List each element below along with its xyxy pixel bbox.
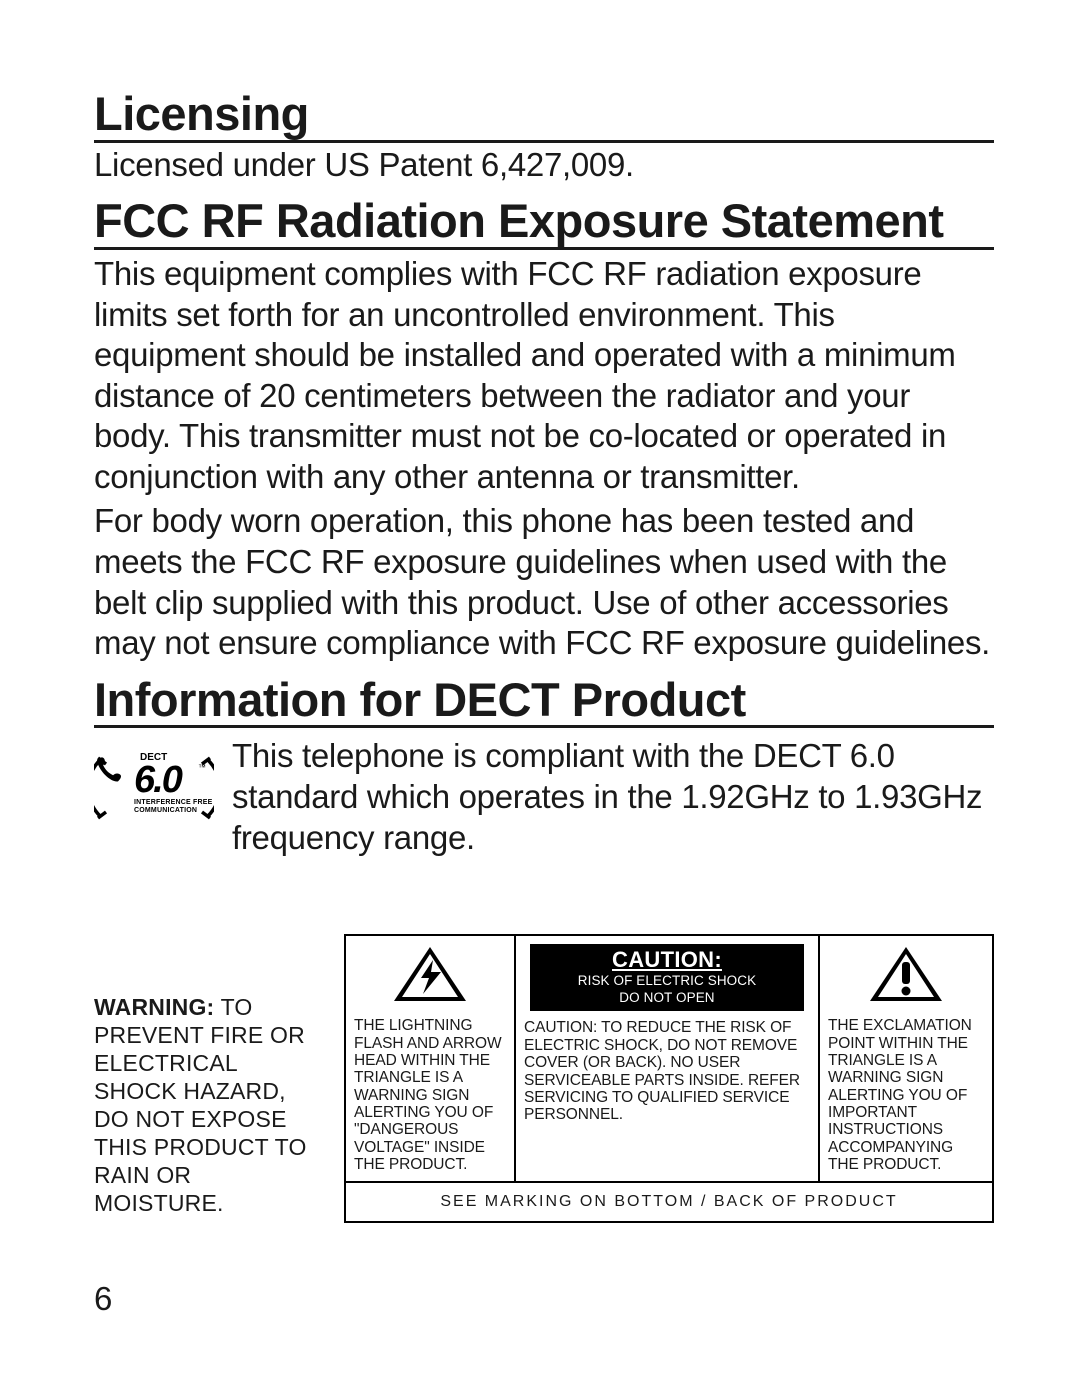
caution-cell-center: CAUTION: RISK OF ELECTRIC SHOCK DO NOT O… [516, 936, 820, 1181]
caution-footer: SEE MARKING ON BOTTOM / BACK OF PRODUCT [346, 1181, 992, 1221]
dect-logo-big: 6.0 [134, 759, 183, 801]
caution-top-row: THE LIGHTNING FLASH AND ARROW HEAD WITHI… [346, 936, 992, 1181]
warning-text: WARNING: TO PREVENT FIRE OR ELECTRICAL S… [94, 993, 324, 1223]
dect-body: This telephone is compliant with the DEC… [232, 736, 994, 858]
warning-body: TO PREVENT FIRE OR ELECTRICAL SHOCK HAZA… [94, 994, 307, 1216]
caution-header-small2: DO NOT OPEN [536, 990, 799, 1005]
exclaim-text: THE EXCLAMATION POINT WITHIN THE TRIANGL… [828, 1017, 984, 1173]
caution-header-small1: RISK OF ELECTRIC SHOCK [536, 973, 799, 988]
warning-caution-row: WARNING: TO PREVENT FIRE OR ELECTRICAL S… [94, 934, 994, 1223]
fcc-heading: FCC RF Radiation Exposure Statement [94, 195, 994, 250]
dect-logo-svg: DECT 6.0 ™ INTERFERENCE FREE COMMUNICATI… [94, 742, 214, 828]
lightning-triangle-icon [391, 944, 469, 1009]
lightning-text: THE LIGHTNING FLASH AND ARROW HEAD WITHI… [354, 1017, 506, 1173]
fcc-paragraph-1: This equipment complies with FCC RF radi… [94, 254, 994, 497]
dect-logo-line1: INTERFERENCE FREE [134, 799, 213, 806]
caution-cell-exclaim: THE EXCLAMATION POINT WITHIN THE TRIANGL… [820, 936, 992, 1181]
dect-logo: DECT 6.0 ™ INTERFERENCE FREE COMMUNICATI… [94, 742, 214, 828]
caution-center-text: CAUTION: TO REDUCE THE RISK OF ELECTRIC … [524, 1019, 810, 1123]
caution-table: THE LIGHTNING FLASH AND ARROW HEAD WITHI… [344, 934, 994, 1223]
licensing-heading: Licensing [94, 88, 994, 143]
page-number: 6 [94, 1280, 112, 1318]
dect-heading: Information for DECT Product [94, 674, 994, 729]
fcc-paragraph-2: For body worn operation, this phone has … [94, 501, 994, 663]
caution-header-big: CAUTION: [536, 948, 799, 971]
caution-cell-lightning: THE LIGHTNING FLASH AND ARROW HEAD WITHI… [346, 936, 516, 1181]
caution-header: CAUTION: RISK OF ELECTRIC SHOCK DO NOT O… [530, 944, 805, 1011]
exclaim-triangle-icon [867, 944, 945, 1009]
dect-row: DECT 6.0 ™ INTERFERENCE FREE COMMUNICATI… [94, 736, 994, 858]
dect-logo-line2: COMMUNICATION [134, 807, 197, 814]
warning-label: WARNING: [94, 994, 214, 1020]
dect-logo-tm: ™ [198, 763, 206, 772]
licensing-body: Licensed under US Patent 6,427,009. [94, 145, 994, 186]
